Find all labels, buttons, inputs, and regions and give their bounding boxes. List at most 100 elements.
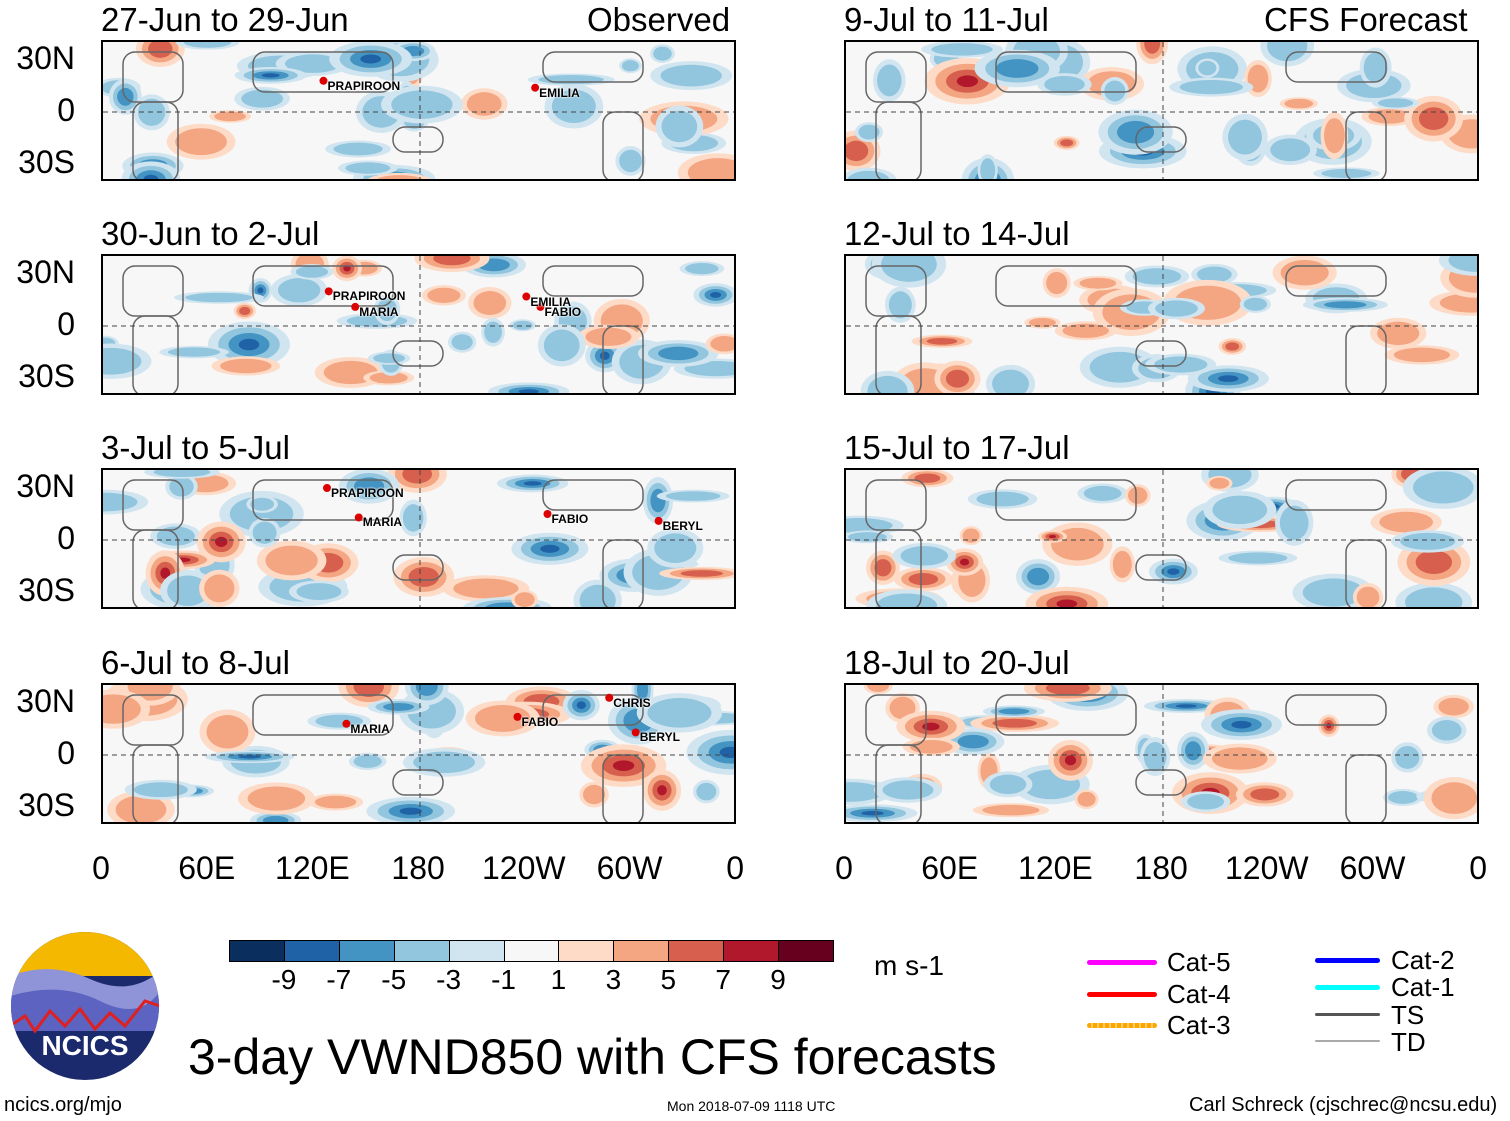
coastline: [1345, 539, 1387, 607]
latitude-label: 30N: [16, 254, 75, 290]
wind-anomaly-contour: [1028, 317, 1056, 328]
wind-anomaly-contour: [402, 504, 424, 532]
panel-date-range: 12-Jul to 14-Jul: [844, 215, 1070, 252]
coastline: [542, 694, 644, 726]
wind-anomaly-contour: [241, 89, 284, 108]
footer-author: Carl Schreck (cjschrec@ncsu.edu): [1189, 1094, 1498, 1116]
wind-anomaly-contour: [995, 59, 1039, 78]
storm-marker-icon: [543, 510, 552, 518]
colorbar-tick-label: 7: [715, 964, 731, 995]
wind-anomaly-contour: [518, 389, 539, 393]
coastline: [875, 529, 922, 607]
wind-anomaly-contour: [680, 570, 724, 577]
vwnd-map-panel: MARIA FABIO CHRIS BERYL: [101, 683, 736, 824]
wind-anomaly-contour: [175, 128, 227, 156]
wind-anomaly-contour: [214, 111, 246, 122]
wind-anomaly-contour: [1388, 791, 1419, 804]
wind-anomaly-contour: [160, 567, 171, 579]
wind-anomaly-contour: [512, 320, 533, 330]
wind-anomaly-contour: [353, 685, 384, 697]
wind-anomaly-contour: [599, 351, 610, 360]
legend-label: Cat-4: [1167, 979, 1231, 1009]
wind-anomaly-contour: [1179, 79, 1243, 95]
wind-anomaly-contour: [1212, 495, 1268, 525]
wind-anomaly-contour: [1270, 138, 1311, 162]
wind-anomaly-contour: [1060, 139, 1074, 147]
wind-anomaly-contour: [353, 754, 382, 768]
wind-anomaly-contour: [665, 491, 721, 501]
vwnd-map-panel: [844, 683, 1479, 824]
wind-anomaly-contour: [1228, 552, 1288, 564]
wind-anomaly-contour: [882, 780, 934, 800]
wind-anomaly-contour: [661, 110, 698, 143]
wind-anomaly-contour: [710, 336, 734, 352]
longitude-label: 120E: [1018, 850, 1093, 886]
wind-anomaly-contour: [277, 278, 321, 303]
coastline: [995, 479, 1137, 521]
latitude-label: 30S: [18, 358, 75, 394]
wind-anomaly-contour: [1187, 793, 1225, 810]
coastline: [1345, 325, 1387, 393]
storm-marker-icon: [323, 484, 332, 492]
wind-anomaly-contour: [1218, 375, 1239, 382]
coastline: [542, 265, 644, 297]
panel-date-range: 6-Jul to 8-Jul: [101, 644, 290, 681]
latitude-label: 30S: [18, 787, 75, 823]
footer-url[interactable]: ncics.org/mjo: [4, 1094, 122, 1116]
wind-anomaly-contour: [1418, 107, 1449, 131]
wind-anomaly-contour: [484, 321, 502, 343]
coastline: [392, 340, 444, 367]
legend-line-cat-1: [1315, 985, 1380, 990]
panel-date-range: 30-Jun to 2-Jul: [101, 215, 320, 252]
coastline: [392, 126, 444, 153]
wind-anomaly-contour: [1048, 534, 1057, 539]
wind-anomaly-contour: [710, 291, 722, 298]
colorbar-tick-label: -5: [381, 964, 407, 995]
coastline: [1135, 554, 1187, 581]
colorbar-tick-label: -7: [326, 964, 352, 995]
coastline: [875, 101, 922, 179]
wind-anomaly-contour: [1056, 599, 1078, 607]
wind-anomaly-contour: [540, 544, 560, 553]
wind-anomaly-contour: [1062, 323, 1109, 338]
wind-anomaly-contour: [1438, 697, 1469, 716]
wind-anomaly-contour: [861, 810, 884, 816]
panel-date-range: 9-Jul to 11-Jul: [844, 1, 1049, 38]
longitude-label: 120W: [1225, 850, 1309, 886]
coastline: [132, 315, 179, 393]
legend-line-cat-4: [1087, 992, 1157, 997]
wind-anomaly-contour: [867, 685, 890, 692]
storm-marker-icon: [605, 693, 614, 702]
wind-anomaly-contour: [1185, 741, 1202, 761]
coastline: [132, 101, 179, 179]
colorbar-units: m s-1: [874, 950, 944, 981]
wind-anomaly-contour: [1045, 685, 1090, 696]
coastline: [602, 754, 644, 822]
wind-anomaly-contour: [621, 60, 639, 72]
vwnd-map-panel: PRAPIROON EMILIA: [101, 40, 736, 181]
storm-label: FABIO: [551, 512, 589, 526]
wind-anomaly-contour: [453, 578, 519, 599]
wind-anomaly-contour: [1267, 42, 1308, 62]
storm-label: BERYL: [639, 730, 680, 745]
wind-anomaly-contour: [1393, 347, 1450, 363]
wind-anomaly-contour: [637, 685, 649, 701]
wind-anomaly-contour: [982, 804, 1040, 816]
storm-label: PRAPIROON: [327, 78, 401, 93]
wind-anomaly-contour: [353, 477, 385, 495]
wind-anomaly-contour: [1225, 342, 1240, 351]
wind-anomaly-contour: [881, 256, 937, 282]
legend-label: Cat-3: [1167, 1010, 1231, 1040]
storm-label: FABIO: [521, 714, 559, 729]
coastline: [1345, 754, 1387, 822]
wind-anomaly-contour: [992, 718, 1037, 728]
wind-anomaly-contour: [998, 708, 1030, 715]
wind-anomaly-contour: [653, 46, 672, 61]
wind-anomaly-contour: [1431, 719, 1462, 741]
storm-marker-icon: [631, 728, 640, 737]
coastline: [1285, 51, 1387, 83]
legend-line-td: [1315, 1040, 1380, 1042]
wind-anomaly-contour: [1044, 75, 1085, 93]
latitude-label: 0: [57, 520, 75, 556]
wind-anomaly-contour: [931, 43, 993, 56]
